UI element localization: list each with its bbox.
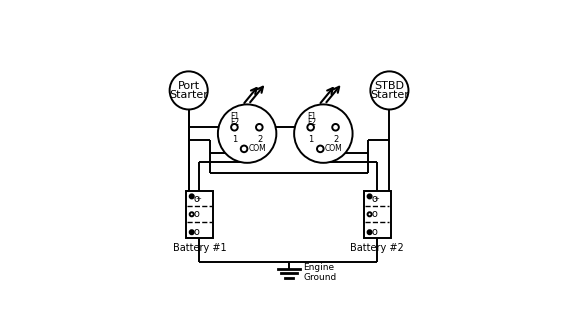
Circle shape xyxy=(368,230,372,234)
Circle shape xyxy=(256,124,263,131)
Text: Battery #1: Battery #1 xyxy=(173,243,226,253)
Circle shape xyxy=(190,194,194,198)
Text: F1: F1 xyxy=(307,112,316,121)
Text: COM: COM xyxy=(249,144,266,153)
Text: o: o xyxy=(194,194,200,204)
Circle shape xyxy=(170,71,208,110)
Bar xyxy=(364,191,391,238)
Text: Starter: Starter xyxy=(169,90,208,100)
Circle shape xyxy=(332,124,339,131)
Text: o: o xyxy=(372,194,377,204)
Text: STBD: STBD xyxy=(374,81,404,91)
Text: F1: F1 xyxy=(231,112,240,121)
Text: F2: F2 xyxy=(307,118,316,127)
Text: 1: 1 xyxy=(309,135,314,144)
Text: +: + xyxy=(373,196,379,202)
Circle shape xyxy=(190,230,194,234)
Circle shape xyxy=(371,71,408,110)
Text: Starter: Starter xyxy=(370,90,409,100)
Text: 2: 2 xyxy=(333,135,338,144)
Circle shape xyxy=(307,124,314,131)
Circle shape xyxy=(218,104,276,163)
Text: 1: 1 xyxy=(232,135,237,144)
Circle shape xyxy=(294,104,352,163)
Circle shape xyxy=(368,212,372,216)
Text: 2: 2 xyxy=(257,135,262,144)
Text: Engine
Ground: Engine Ground xyxy=(303,263,336,282)
Text: Battery #2: Battery #2 xyxy=(350,243,404,253)
Circle shape xyxy=(231,124,237,131)
Circle shape xyxy=(190,212,194,216)
Bar xyxy=(186,191,213,238)
Text: o: o xyxy=(372,209,377,219)
Text: COM: COM xyxy=(325,144,342,153)
Text: o: o xyxy=(194,227,200,237)
Text: +: + xyxy=(195,196,201,202)
Circle shape xyxy=(241,146,248,152)
Text: o: o xyxy=(194,209,200,219)
Text: F2: F2 xyxy=(231,118,240,127)
Text: o: o xyxy=(372,227,377,237)
Circle shape xyxy=(317,146,324,152)
Text: Port: Port xyxy=(178,81,200,91)
Circle shape xyxy=(368,194,372,198)
